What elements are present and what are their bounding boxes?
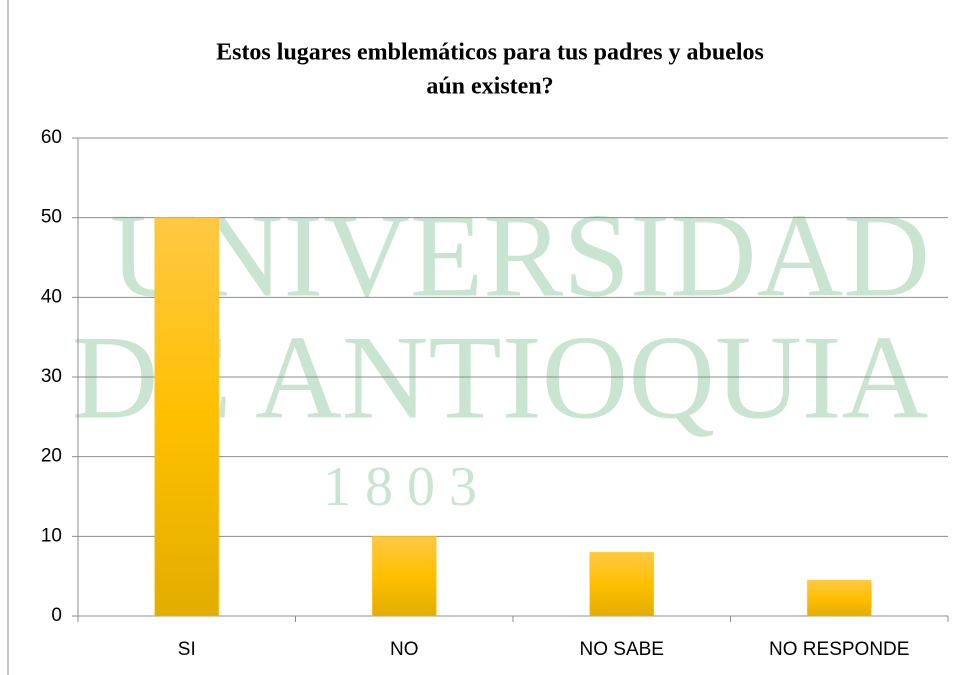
bar — [589, 551, 655, 617]
y-tick-label: 60 — [41, 127, 62, 148]
y-tick-label: 10 — [41, 525, 62, 546]
x-tick-label: NO — [390, 639, 419, 660]
y-tick-label: 50 — [41, 207, 62, 228]
y-tick-label: 20 — [41, 446, 62, 467]
watermark: 1 8 0 3 — [323, 456, 477, 518]
bar — [154, 217, 220, 617]
x-tick-label: NO RESPONDE — [769, 639, 909, 660]
y-tick-label: 0 — [51, 605, 62, 626]
watermark: UNIVERSIDAD — [110, 189, 930, 322]
chart-title: Estos lugares emblemáticos para tus padr… — [216, 40, 764, 66]
bar — [371, 535, 437, 617]
bar — [806, 579, 872, 617]
y-tick-label: 30 — [41, 366, 62, 387]
chart-title: aún existen? — [426, 74, 553, 100]
x-tick-label: NO SABE — [580, 639, 664, 660]
y-tick-label: 40 — [41, 286, 62, 307]
x-tick-label: SI — [178, 639, 196, 660]
